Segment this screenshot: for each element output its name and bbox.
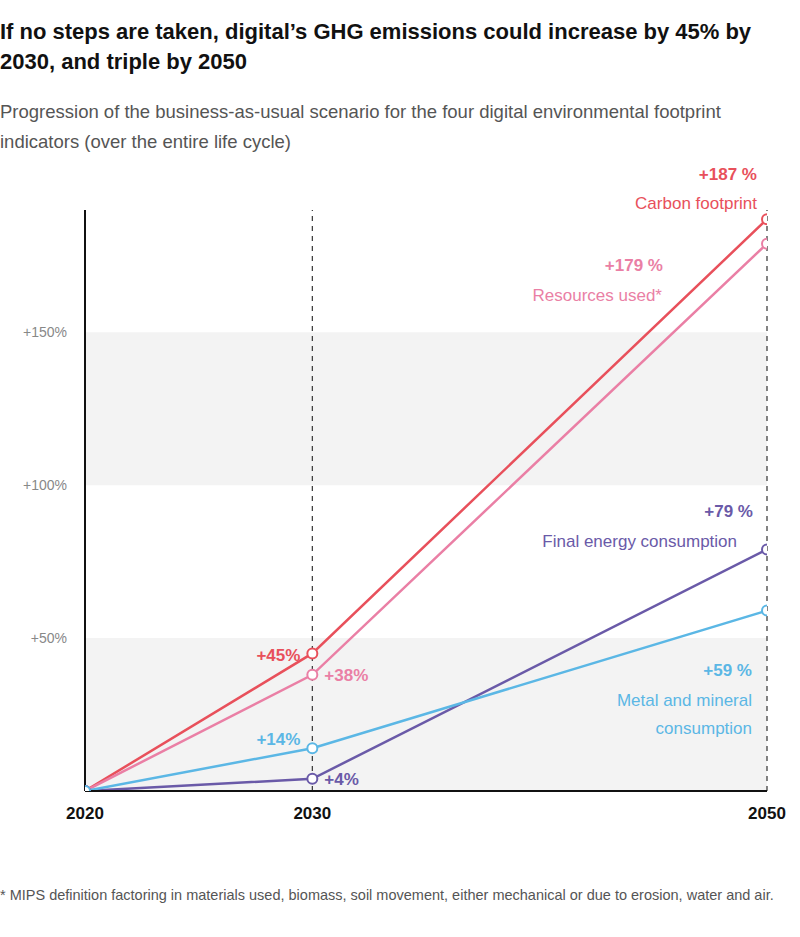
svg-text:2020: 2020 (66, 804, 104, 823)
svg-text:+14%: +14% (256, 730, 300, 749)
html-text:Progression of the business-as: Progression of the business-as-usual sce… (0, 101, 721, 152)
svg-text:Resources used*: Resources used* (533, 286, 663, 305)
svg-text:Final energy consumption: Final energy consumption (542, 532, 737, 551)
svg-text:+100%: +100% (23, 477, 67, 493)
svg-text:consumption: consumption (656, 719, 752, 738)
svg-text:+79 %: +79 % (704, 502, 753, 521)
svg-text:+179 %: +179 % (605, 256, 663, 275)
svg-text:+50%: +50% (31, 630, 67, 646)
svg-text:Carbon footprint: Carbon footprint (635, 194, 757, 213)
svg-text:+150%: +150% (23, 324, 67, 340)
svg-text:+59 %: +59 % (703, 661, 752, 680)
svg-text:+45%: +45% (256, 646, 300, 665)
html-text:* MIPS definition factoring in: * MIPS definition factoring in materials… (0, 887, 774, 903)
svg-text:2030: 2030 (293, 804, 331, 823)
html-text:If no steps are taken, digital: If no steps are taken, digital’s GHG emi… (0, 19, 752, 74)
svg-text:+38%: +38% (324, 666, 368, 685)
svg-text:+187 %: +187 % (699, 165, 757, 184)
svg-text:2050: 2050 (748, 804, 786, 823)
svg-text:Metal and mineral: Metal and mineral (617, 691, 752, 710)
svg-text:+4%: +4% (324, 770, 359, 789)
